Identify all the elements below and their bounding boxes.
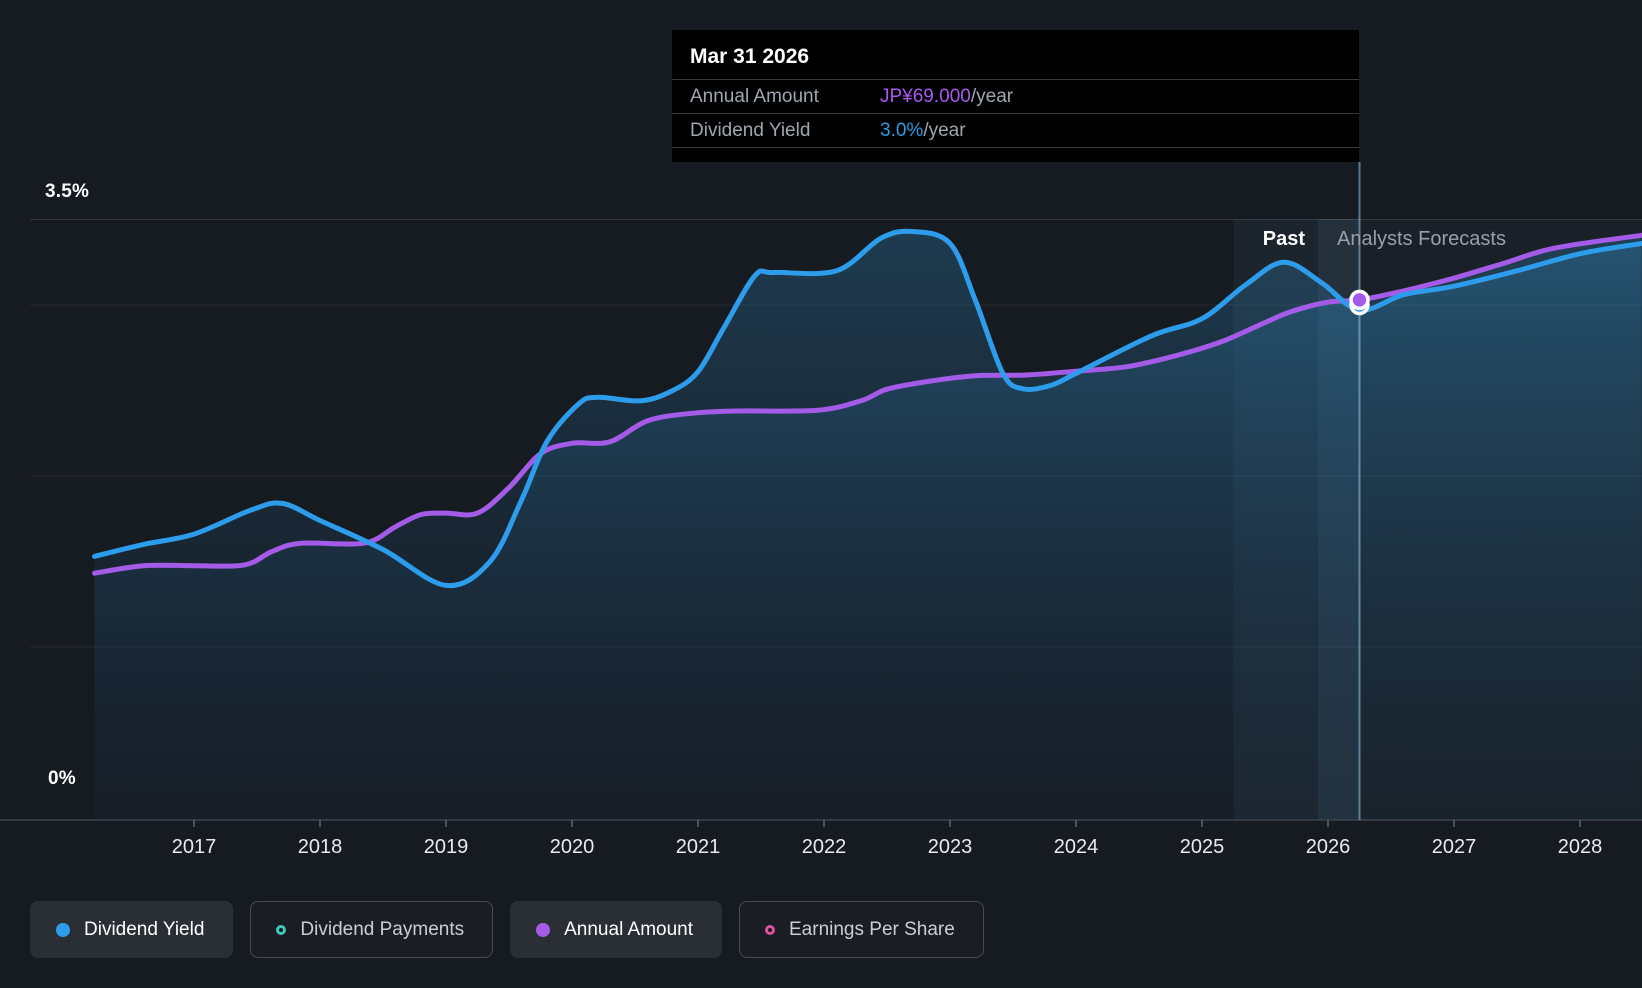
marker-dot-annual-amount[interactable] (1349, 289, 1370, 311)
y-axis-label-zero: 0% (48, 768, 76, 789)
dividend-yield-dot-icon (56, 922, 70, 937)
tooltip-label: Dividend Yield (690, 119, 811, 141)
x-axis-label-2022: 2022 (801, 836, 847, 858)
x-axis-label-2017: 2017 (171, 836, 217, 858)
y-axis-label-top: 3.5% (45, 181, 90, 202)
x-axis-label-2028: 2028 (1557, 836, 1603, 858)
annual-amount-dot-icon (536, 922, 551, 937)
chart-legend: Dividend Yield Dividend Payments Annual Am… (30, 901, 984, 958)
x-axis-label-2019: 2019 (423, 836, 469, 858)
legend-item-label: Dividend Yield (84, 918, 205, 940)
x-axis-label-2027: 2027 (1431, 836, 1477, 858)
tooltip-value: JP¥69.000 (880, 85, 971, 107)
x-axis-label-2026: 2026 (1305, 836, 1351, 858)
legend-item-earnings-per-share[interactable]: Earnings Per Share (739, 901, 984, 958)
chart-tooltip: Mar 31 2026 Annual Amount JP¥69.000 /yea… (672, 30, 1359, 162)
analysts-forecasts-label: Analysts Forecasts (1337, 228, 1506, 250)
dividend-yield-area (94, 231, 1642, 820)
legend-item-label: Dividend Payments (300, 918, 465, 940)
tooltip-suffix: /year (923, 119, 966, 141)
annual-amount-line (92, 232, 1642, 576)
legend-item-label: Annual Amount (564, 918, 693, 940)
x-axis-label-2024: 2024 (1053, 836, 1099, 858)
tooltip-label: Annual Amount (690, 85, 819, 107)
dividend-payments-dot-icon (276, 924, 287, 935)
legend-item-label: Earnings Per Share (789, 918, 955, 940)
x-axis-label-2023: 2023 (927, 836, 973, 858)
x-axis-label-2025: 2025 (1179, 836, 1225, 858)
tooltip-date: Mar 31 2026 (672, 30, 1359, 80)
x-axis-label-2020: 2020 (549, 836, 595, 858)
tooltip-suffix: /year (970, 85, 1014, 107)
legend-item-annual-amount[interactable]: Annual Amount (510, 901, 722, 958)
tooltip-row-dividend-yield: Dividend Yield 3.0% /year (672, 114, 1359, 148)
past-label: Past (1262, 228, 1305, 250)
tooltip-row-annual-amount: Annual Amount JP¥69.000 /year (672, 80, 1359, 114)
x-axis-label-2021: 2021 (675, 836, 721, 858)
legend-item-dividend-yield[interactable]: Dividend Yield (30, 901, 234, 958)
legend-item-dividend-payments[interactable]: Dividend Payments (250, 901, 494, 958)
earnings-per-share-dot-icon (765, 924, 775, 935)
dividend-yield-line (92, 228, 1642, 589)
tooltip-value: 3.0% (880, 119, 924, 141)
x-axis-label-2018: 2018 (297, 836, 343, 858)
